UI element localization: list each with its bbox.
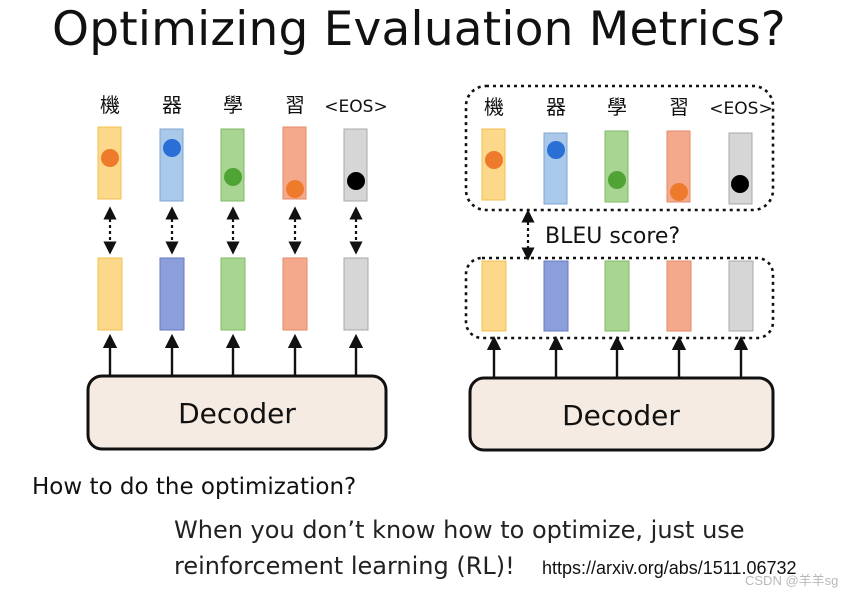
- right-token-label-4: 習: [669, 95, 689, 119]
- left-diagram: 機 器 學 習 <EOS>: [86, 93, 388, 451]
- right-decoder-box: [468, 376, 775, 452]
- watermark: CSDN @羊羊sg: [745, 573, 839, 588]
- right-token-label-eos: <EOS>: [709, 99, 772, 119]
- left-token-label-eos: <EOS>: [324, 97, 387, 117]
- right-token-label-3: 學: [607, 95, 627, 119]
- left-decoder-arrows: [102, 333, 364, 376]
- right-dot-3: [608, 171, 626, 189]
- right-decoder-label: Decoder: [562, 399, 680, 432]
- slide-title: Optimizing Evaluation Metrics?: [52, 2, 786, 57]
- left-token-label-3: 學: [223, 93, 243, 117]
- right-token-label-2: 器: [546, 95, 566, 119]
- left-token-label-4: 習: [285, 93, 305, 117]
- right-ref-bar-3: [604, 130, 629, 203]
- right-decoder-arrows: [486, 335, 749, 378]
- reference-link[interactable]: https://arxiv.org/abs/1511.06732: [542, 558, 797, 578]
- right-out-bar-2: [543, 260, 569, 332]
- left-out-bar-3: [220, 257, 246, 331]
- right-out-bar-eos: [728, 260, 754, 332]
- right-token-label-1: 機: [484, 95, 504, 119]
- right-out-bar-3: [604, 260, 630, 332]
- right-dot-eos: [731, 175, 749, 193]
- left-dot-3: [224, 168, 242, 186]
- left-out-bar-4: [282, 257, 308, 331]
- right-dot-4: [670, 183, 688, 201]
- left-decoder-label: Decoder: [178, 397, 296, 430]
- left-dot-4: [286, 180, 304, 198]
- right-dot-2: [547, 141, 565, 159]
- right-output-group-box: [464, 256, 775, 340]
- left-token-label-1: 機: [100, 93, 120, 117]
- right-token-labels: 機 器 學 習 <EOS>: [484, 95, 773, 119]
- left-ref-bar-4: [282, 126, 307, 200]
- right-dot-1: [485, 151, 503, 169]
- left-ref-bar-3: [220, 128, 245, 202]
- left-dot-eos: [347, 172, 365, 190]
- right-ref-bar-eos: [728, 132, 753, 205]
- right-metric-label: BLEU score?: [545, 224, 680, 249]
- left-out-bar-1: [97, 257, 123, 331]
- rl-answer-line-1: When you don’t know how to optimize, jus…: [174, 516, 745, 544]
- right-out-bar-1: [481, 260, 507, 332]
- right-reference-group-box: [464, 84, 775, 212]
- right-ref-bar-4: [666, 130, 691, 203]
- rl-answer-line-2: reinforcement learning (RL)!: [174, 552, 515, 580]
- left-token-labels: 機 器 學 習 <EOS>: [100, 93, 388, 117]
- left-decoder-box: [86, 374, 388, 451]
- optimization-question: How to do the optimization?: [32, 474, 357, 500]
- left-token-label-2: 器: [162, 93, 182, 117]
- right-out-bar-4: [666, 260, 692, 332]
- left-dot-2: [163, 139, 181, 157]
- left-out-bar-2: [159, 257, 185, 331]
- left-dot-1: [101, 149, 119, 167]
- left-out-bar-eos: [343, 257, 369, 331]
- right-diagram: 機 器 學 習 <EOS> BLEU score?: [464, 84, 775, 452]
- left-compare-arrows: [103, 206, 363, 255]
- left-ref-bar-eos: [343, 128, 368, 202]
